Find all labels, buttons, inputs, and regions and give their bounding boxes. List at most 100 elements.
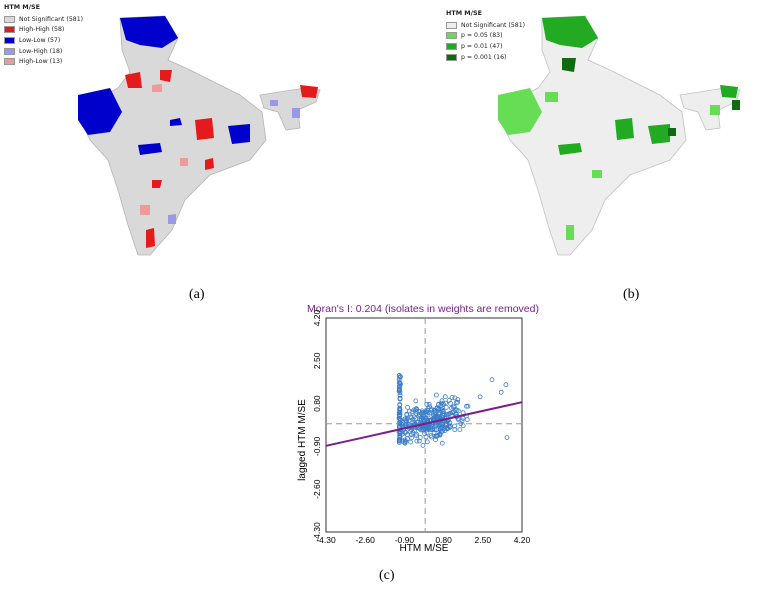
- y-tick-label: -0.90: [312, 436, 322, 456]
- data-point: [440, 408, 446, 414]
- data-point: [425, 406, 431, 411]
- map-a-legend-item: Not Significant (581): [4, 14, 83, 25]
- india-cluster-map: [78, 15, 321, 256]
- map-b-legend-item: p = 0.01 (47): [446, 41, 525, 52]
- map-b-legend-label: p = 0.05 (83): [461, 32, 503, 40]
- data-point: [434, 433, 440, 439]
- data-point: [426, 401, 432, 407]
- x-tick-label: 2.50: [475, 535, 492, 545]
- data-point: [409, 409, 415, 415]
- legend-b: HTM M/SE Not Significant (581) p = 0.05 (…: [446, 9, 525, 62]
- caption-c: (c): [379, 568, 395, 583]
- map-b-legend-label: p = 0.001 (16): [461, 53, 507, 61]
- data-point: [447, 425, 453, 430]
- map-b-p005-regions: [498, 88, 720, 240]
- legend-a: HTM M/SE Not Significant (581) High-High …: [4, 3, 83, 67]
- data-point: [445, 411, 451, 417]
- y-tick-label: 4.20: [312, 309, 322, 326]
- map-a-legend-label: Low-High (18): [19, 47, 63, 55]
- data-point: [397, 407, 402, 412]
- data-point: [427, 410, 433, 416]
- data-point: [447, 420, 453, 426]
- data-point: [397, 410, 403, 415]
- x-tick-labels: -4.30 -2.60 -0.90 0.80 2.50 4.20: [316, 535, 530, 545]
- map-a-legend-label: High-High (58): [19, 26, 65, 34]
- y-tick-label: 0.80: [312, 395, 322, 412]
- data-point: [455, 399, 461, 405]
- data-point: [422, 431, 428, 437]
- map-b-legend-swatch: [446, 32, 457, 40]
- data-point: [448, 401, 453, 406]
- data-point: [451, 404, 457, 409]
- map-b-legend-item: Not Significant (581): [446, 20, 525, 31]
- data-point: [402, 430, 408, 435]
- data-point: [397, 381, 403, 386]
- data-point: [498, 389, 504, 395]
- data-point: [465, 403, 471, 409]
- data-point: [504, 435, 510, 441]
- data-point: [449, 395, 455, 400]
- data-point: [430, 416, 436, 422]
- y-axis-label: lagged HTM M/SE: [297, 399, 308, 481]
- data-point: [443, 405, 449, 410]
- map-a-legend-swatch: [4, 26, 15, 34]
- map-a-legend-swatch: [4, 58, 15, 66]
- map-b-legend-swatch: [446, 21, 457, 29]
- data-point: [408, 439, 413, 445]
- panel-a: HTM M/SE Not Significant (581) High-High …: [0, 0, 380, 302]
- data-point: [439, 398, 445, 404]
- data-point: [434, 405, 440, 411]
- x-tick-label: 4.20: [514, 535, 531, 545]
- x-axis-label: HTM M/SE: [400, 543, 449, 554]
- chart-title: Moran's I: 0.204 (isolates in weights ar…: [307, 303, 539, 315]
- data-point: [414, 407, 419, 412]
- map-b-legend-label: p = 0.01 (47): [461, 42, 503, 50]
- data-point: [405, 421, 411, 427]
- map-a-legend-item: Low-High (18): [4, 46, 83, 57]
- data-point: [421, 417, 427, 423]
- data-point: [400, 420, 406, 425]
- data-point: [403, 438, 408, 444]
- map-a-low-high-regions: [168, 100, 300, 224]
- data-point: [396, 388, 402, 394]
- caption-b: (b): [623, 287, 640, 302]
- data-point: [413, 398, 419, 404]
- data-point: [409, 432, 414, 438]
- data-point: [457, 427, 463, 433]
- map-b-p001-regions: [542, 16, 738, 155]
- data-point: [425, 424, 431, 430]
- map-b-legend-item: p = 0.05 (83): [446, 31, 525, 42]
- moran-scatterplot: Moran's I: 0.204 (isolates in weights ar…: [297, 303, 539, 554]
- map-a-legend-label: High-Low (13): [19, 58, 63, 66]
- map-b-legend-item: p = 0.001 (16): [446, 52, 525, 63]
- map-a-low-low-regions: [78, 16, 250, 155]
- map-b-legend-label: Not Significant (581): [461, 21, 526, 29]
- map-a-legend-swatch: [4, 15, 15, 23]
- data-point: [458, 421, 464, 427]
- data-point: [436, 421, 442, 427]
- map-a-legend-item: High-Low (13): [4, 56, 83, 67]
- map-a-legend-swatch: [4, 36, 15, 44]
- map-a-legend-label: Low-Low (57): [19, 36, 61, 44]
- data-point: [396, 372, 402, 378]
- data-point: [433, 392, 439, 398]
- data-point: [402, 440, 408, 446]
- data-point: [417, 426, 423, 432]
- map-a-legend-item: Low-Low (57): [4, 35, 83, 46]
- data-point: [397, 375, 402, 380]
- panel-c: Moran's I: 0.204 (isolates in weights ar…: [290, 300, 550, 591]
- data-point: [417, 414, 423, 419]
- data-point: [397, 412, 403, 417]
- data-point: [503, 382, 509, 388]
- data-point: [396, 386, 402, 392]
- map-b-p0001-regions: [562, 58, 740, 136]
- data-point: [455, 408, 461, 414]
- data-point: [439, 440, 445, 446]
- x-tick-label: -0.90: [395, 535, 415, 545]
- panel-b: HTM M/SE Not Significant (581) p = 0.05 (…: [380, 0, 761, 302]
- data-point: [437, 432, 443, 438]
- mean-guides: [326, 318, 522, 532]
- y-tick-label: -4.30: [312, 522, 322, 542]
- data-point: [443, 400, 448, 406]
- data-point: [432, 427, 438, 433]
